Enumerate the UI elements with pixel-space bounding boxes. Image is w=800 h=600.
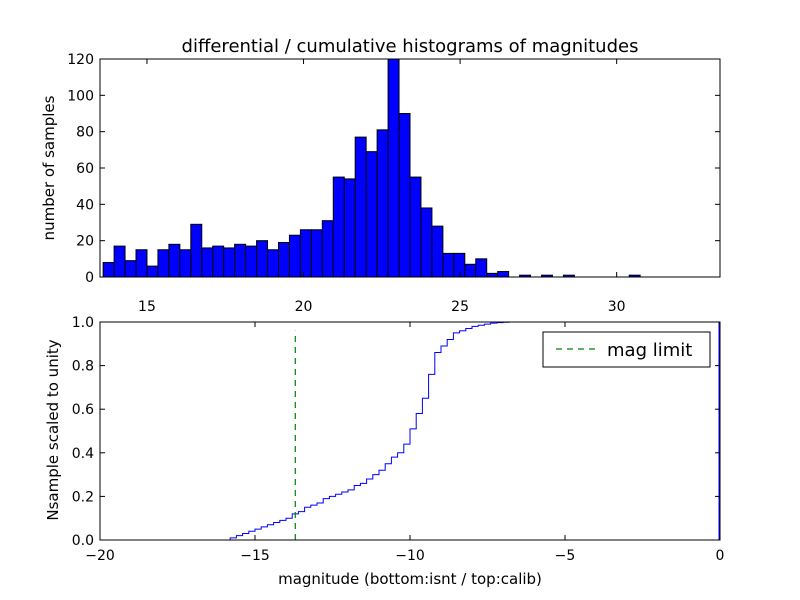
bottom-x-tick-label: −10 xyxy=(395,548,425,564)
histogram-bar xyxy=(179,249,192,278)
histogram-bar xyxy=(201,247,214,278)
top-x-tick-label: 25 xyxy=(451,299,469,315)
top-x-tick-label: 30 xyxy=(608,299,626,315)
histogram-bar xyxy=(475,258,488,278)
top-y-axis-label: number of samples xyxy=(40,95,58,240)
histogram-bar xyxy=(453,252,466,278)
histogram-bar xyxy=(124,260,137,278)
histogram-bar xyxy=(157,249,170,278)
bottom-x-tick-label: −5 xyxy=(555,548,576,564)
histogram-bar xyxy=(256,240,269,278)
histogram-bar xyxy=(277,241,290,278)
histogram-bar xyxy=(365,151,378,278)
top-y-tick-label: 20 xyxy=(76,234,94,250)
histogram-bar xyxy=(332,176,345,278)
histogram-bar xyxy=(431,225,444,278)
cumulative-plot xyxy=(100,321,720,541)
bottom-x-axis-label: magnitude (bottom:isnt / top:calib) xyxy=(278,570,542,588)
histogram-bar xyxy=(299,229,312,278)
bottom-x-tick-label: −20 xyxy=(85,548,115,564)
chart-title: differential / cumulative histograms of … xyxy=(182,36,639,57)
bottom-y-tick-label: 0.6 xyxy=(72,402,94,418)
top-y-tick-label: 0 xyxy=(85,270,94,286)
bottom-x-tick-label: 0 xyxy=(716,548,725,564)
histogram-bar xyxy=(267,249,279,278)
bottom-y-axis-label: Nsample scaled to unity xyxy=(44,339,62,520)
histogram-bar xyxy=(245,245,258,278)
bottom-y-tick-label: 0.2 xyxy=(72,489,94,505)
legend-label-mag-limit: mag limit xyxy=(607,340,692,361)
bottom-cumulative-panel: Nsample scaled to unity magnitude (botto… xyxy=(44,315,724,588)
bottom-x-tick-label: −15 xyxy=(240,548,270,564)
top-y-tick-label: 60 xyxy=(76,161,94,177)
histogram-bar xyxy=(223,247,236,278)
histogram-bar xyxy=(354,136,367,278)
histogram-bar xyxy=(343,178,356,278)
histogram-bar xyxy=(420,207,433,278)
histogram-bar xyxy=(409,176,422,278)
top-axis-ticks: 0 20 40 60 80 100 120 15 20 25 30 xyxy=(67,52,720,315)
histogram-bar xyxy=(442,252,455,278)
histogram-bar xyxy=(113,245,126,278)
top-y-tick-label: 40 xyxy=(76,197,94,213)
bottom-y-tick-label: 1.0 xyxy=(72,315,94,331)
bottom-y-tick-label: 0.4 xyxy=(72,446,94,462)
histogram-bar xyxy=(212,245,225,278)
histogram-bar xyxy=(321,220,334,278)
bottom-y-tick-label: 0.8 xyxy=(72,359,94,375)
top-x-tick-label: 15 xyxy=(138,299,156,315)
top-axes-frame xyxy=(99,58,721,278)
histogram-bar xyxy=(135,249,148,278)
top-y-tick-label: 80 xyxy=(76,125,94,141)
histogram-bar xyxy=(376,129,389,278)
histogram-bar xyxy=(146,265,159,278)
bottom-axes-frame xyxy=(99,321,721,541)
top-y-tick-label: 100 xyxy=(67,88,94,104)
histogram-bar xyxy=(497,271,510,278)
top-x-tick-label: 20 xyxy=(295,299,313,315)
top-y-tick-label: 120 xyxy=(67,52,94,68)
histogram-bar xyxy=(190,223,203,278)
histogram-bar xyxy=(234,243,247,278)
bottom-y-tick-label: 0.0 xyxy=(72,533,94,549)
legend: mag limit xyxy=(542,331,711,368)
histogram-bar xyxy=(387,58,400,278)
histogram-bars xyxy=(102,58,641,278)
histogram-bar xyxy=(102,261,115,278)
histogram-bar xyxy=(168,243,181,278)
histogram-bar xyxy=(310,229,323,278)
histogram-bar xyxy=(288,234,301,278)
cumulative-step-line xyxy=(100,321,720,541)
histogram-bar xyxy=(486,272,499,278)
top-histogram-panel: differential / cumulative histograms of … xyxy=(40,36,721,315)
histogram-bar xyxy=(398,113,411,278)
histogram-bar xyxy=(464,263,477,278)
